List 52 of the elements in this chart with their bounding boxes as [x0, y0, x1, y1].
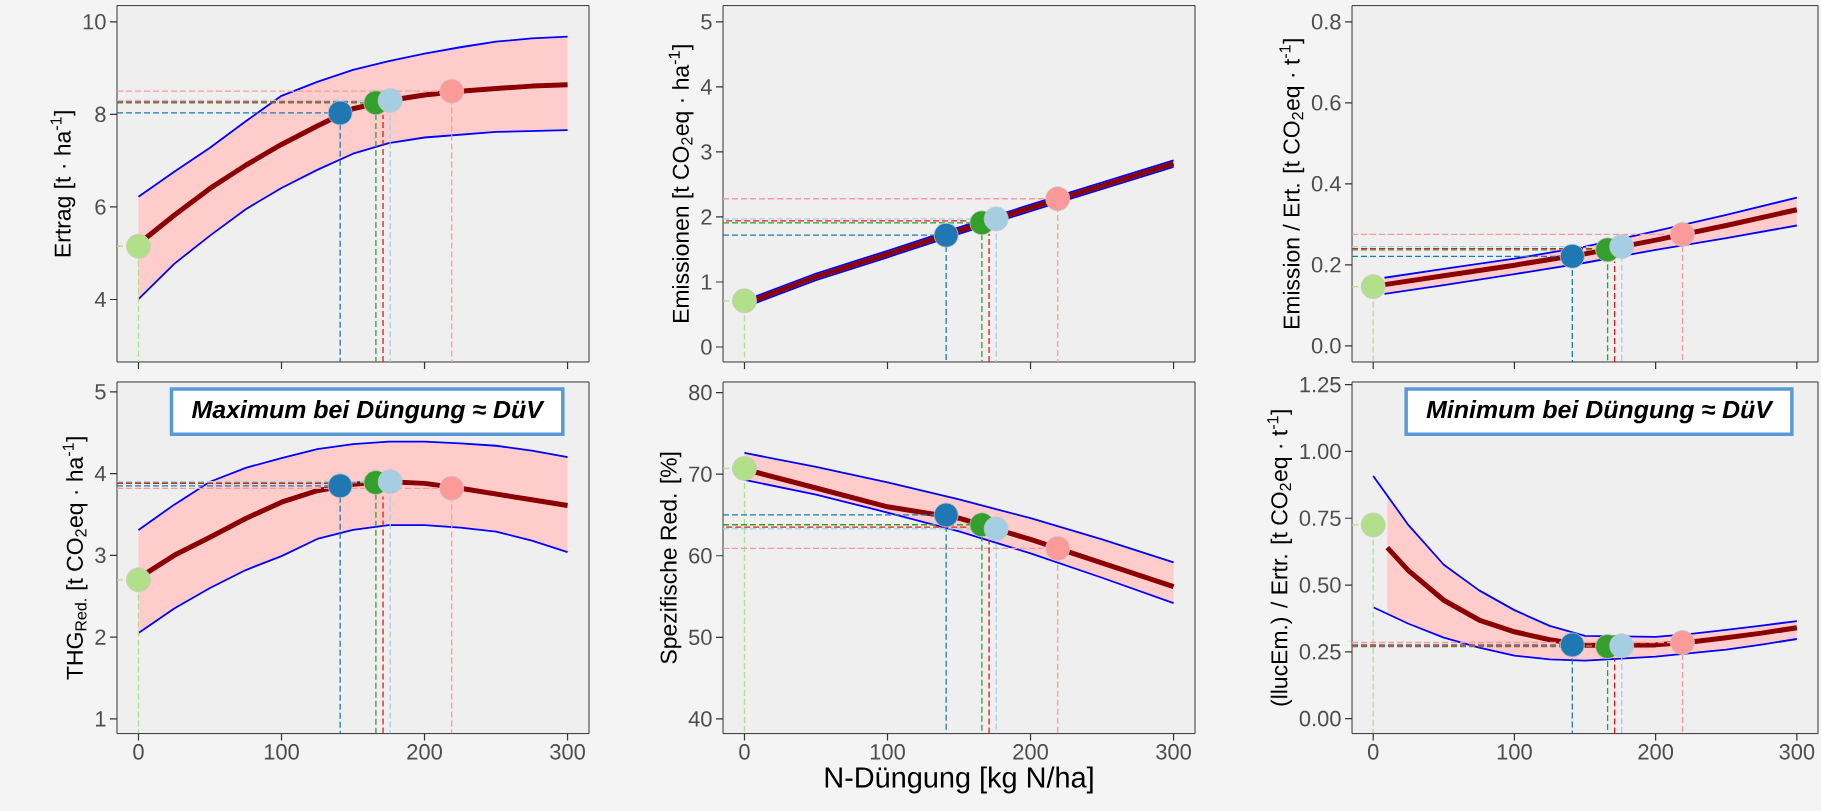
y-axis-title: Emission / Ert. [t CO$_{2}$eq · t$^{-1}$]: [1279, 39, 1305, 329]
y-tick-label: 0.4: [1311, 176, 1341, 192]
annotation: Minimum bei Düngung ≈ DüV: [1426, 400, 1774, 424]
y-tick-label: 2: [701, 209, 712, 225]
y-tick-label: 0.0: [1311, 338, 1341, 354]
x-tick-label: 100: [1497, 744, 1532, 760]
x-tick-label: 300: [1779, 744, 1815, 760]
y-tick-label: 0.6: [1311, 95, 1341, 111]
x-tick-label: 100: [264, 744, 299, 760]
x-tick-label: 200: [1638, 744, 1674, 760]
y-axis-title: Ertrag [t · ha$^{-1}$]: [50, 111, 76, 257]
y-tick-label: 0.75: [1299, 510, 1341, 527]
y-tick-label: 0: [701, 339, 712, 355]
y-tick-label: 5: [95, 384, 106, 400]
y-tick-label: 3: [95, 547, 106, 564]
y-tick-label: 3: [701, 144, 712, 160]
y-tick-label: 1.00: [1300, 443, 1341, 460]
y-tick-label: 4: [94, 466, 106, 482]
x-tick-label: 100: [870, 744, 905, 760]
y-tick-label: 4: [94, 291, 106, 308]
y-tick-label: 2: [95, 629, 106, 645]
y-tick-label: 0.8: [1311, 14, 1341, 30]
x-tick-label: 300: [1156, 744, 1191, 760]
x-tick-label: 300: [550, 744, 585, 760]
x-tick-label: 200: [1013, 744, 1048, 760]
y-tick-label: 0.2: [1311, 257, 1341, 273]
y-tick-label: 5: [701, 14, 712, 30]
y-tick-label: 0.00: [1299, 710, 1341, 727]
y-tick-label: 60: [689, 547, 712, 564]
y-tick-label: 1: [701, 274, 712, 290]
y-tick-label: 1.25: [1300, 376, 1341, 393]
y-axis-title: (llucEm.) / Ertr. [t CO$_{2}$eq · t$^{-1}$]: [1267, 410, 1292, 706]
x-tick-label: 0: [1367, 744, 1379, 760]
y-tick-label: 10: [83, 14, 106, 30]
y-axis-title: Spezifische Red. [%]: [659, 452, 682, 664]
y-tick-label: 50: [688, 629, 712, 646]
y-tick-label: 0.50: [1299, 577, 1341, 593]
y-tick-label: 40: [688, 711, 712, 727]
x-axis-title: N-Düngung [kg N/ha]: [825, 766, 1093, 794]
y-tick-label: 0.25: [1299, 644, 1341, 660]
x-tick-label: 0: [739, 744, 750, 760]
y-tick-label: 4: [700, 79, 712, 95]
annotation: Maximum bei Düngung ≈ DüV: [191, 400, 545, 424]
y-tick-label: 80: [689, 384, 712, 401]
x-tick-label: 0: [133, 744, 144, 760]
y-tick-label: 70: [689, 466, 712, 482]
x-tick-label: 200: [407, 744, 442, 760]
y-tick-label: 1: [95, 711, 106, 727]
y-tick-label: 8: [95, 106, 106, 123]
y-axis-title: THG$_{Red.}$ [t CO$_{2}$eq · ha$^{-1}$]: [62, 437, 88, 680]
y-axis-title: Emissionen [t CO$_{2}$eq · ha$^{-1}$]: [668, 45, 694, 322]
y-tick-label: 6: [95, 199, 106, 215]
